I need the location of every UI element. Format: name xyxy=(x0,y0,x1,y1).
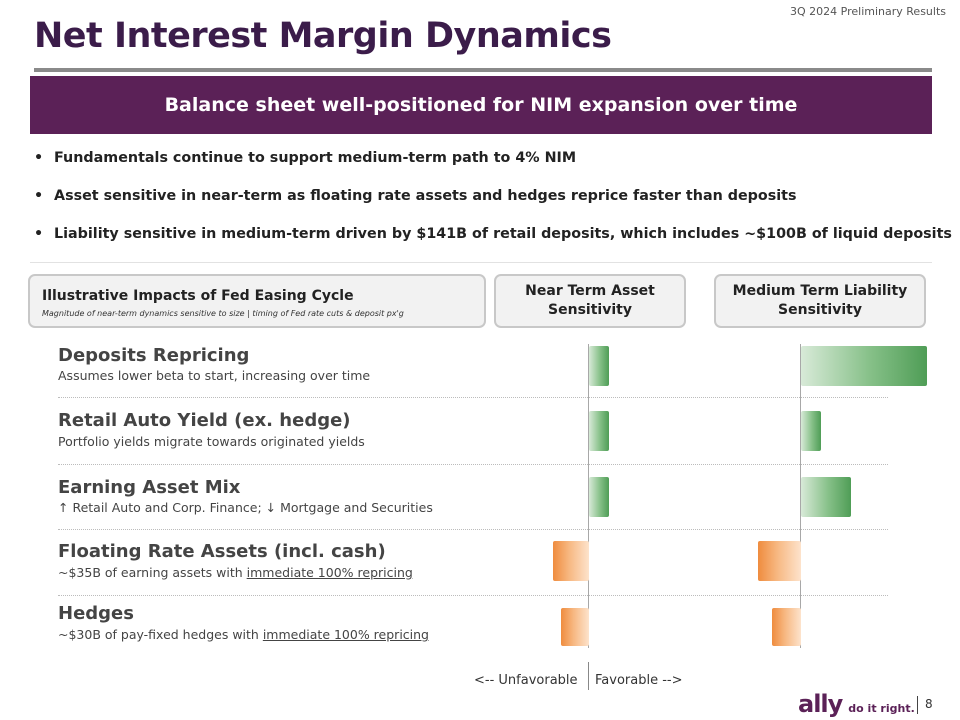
row-title: Hedges xyxy=(58,603,134,624)
bullet-text: Asset sensitive in near-term as floating… xyxy=(54,188,797,204)
row-title: Retail Auto Yield (ex. hedge) xyxy=(58,410,351,431)
medium-term-header-label: Medium Term Liability Sensitivity xyxy=(732,283,908,318)
impacts-header: Illustrative Impacts of Fed Easing Cycle… xyxy=(28,274,486,328)
favorability-divider xyxy=(588,662,589,690)
row-divider xyxy=(58,464,888,465)
brand-slogan: do it right. xyxy=(848,702,915,715)
medium-term-bar-5 xyxy=(772,608,801,646)
medium-term-bar-4 xyxy=(758,541,801,581)
favorable-label: Favorable --> xyxy=(595,673,683,688)
medium-term-bar-1 xyxy=(801,346,927,386)
headline-banner: Balance sheet well-positioned for NIM ex… xyxy=(30,76,932,134)
bullet-item: • Asset sensitive in near-term as floatin… xyxy=(34,188,954,226)
row-description: Assumes lower beta to start, increasing … xyxy=(58,368,371,383)
medium-term-bar-2 xyxy=(801,411,821,451)
row-divider xyxy=(58,529,888,530)
row-divider xyxy=(58,397,888,398)
section-label: 3Q 2024 Preliminary Results xyxy=(790,5,946,18)
near-term-header: Near Term Asset Sensitivity xyxy=(494,274,686,328)
title-divider xyxy=(34,68,932,72)
ally-logo: ally do it right. xyxy=(798,690,915,718)
brand-wordmark: ally xyxy=(798,690,843,718)
page-title: Net Interest Margin Dynamics xyxy=(34,16,612,56)
bullet-dot-icon: • xyxy=(34,188,44,204)
bullet-item: • Liability sensitive in medium-term driv… xyxy=(34,226,954,264)
medium-term-bar-3 xyxy=(801,477,851,517)
near-term-header-label: Near Term Asset Sensitivity xyxy=(525,283,655,318)
row-title: Deposits Repricing xyxy=(58,345,250,366)
bullet-dot-icon: • xyxy=(34,150,44,166)
banner-text: Balance sheet well-positioned for NIM ex… xyxy=(164,94,798,116)
near-term-axis xyxy=(588,344,589,648)
page-number: 8 xyxy=(925,697,933,711)
row-description: ↑ Retail Auto and Corp. Finance; ↓ Mortg… xyxy=(58,500,433,515)
medium-term-axis xyxy=(800,344,801,648)
near-term-bar-1 xyxy=(589,346,609,386)
bullet-dot-icon: • xyxy=(34,226,44,242)
row-title: Floating Rate Assets (incl. cash) xyxy=(58,541,386,562)
near-term-bar-4 xyxy=(553,541,589,581)
row-description: ~$35B of earning assets with immediate 1… xyxy=(58,565,413,580)
bullet-text: Liability sensitive in medium-term drive… xyxy=(54,226,952,242)
bullet-text: Fundamentals continue to support medium-… xyxy=(54,150,577,166)
impacts-title: Illustrative Impacts of Fed Easing Cycle xyxy=(42,288,354,304)
section-divider xyxy=(30,262,932,263)
bullet-list: • Fundamentals continue to support medium… xyxy=(34,150,954,264)
near-term-bar-3 xyxy=(589,477,609,517)
near-term-bar-2 xyxy=(589,411,609,451)
row-description: Portfolio yields migrate towards origina… xyxy=(58,434,365,449)
medium-term-header: Medium Term Liability Sensitivity xyxy=(714,274,926,328)
near-term-bar-5 xyxy=(561,608,589,646)
unfavorable-label: <-- Unfavorable xyxy=(474,673,578,688)
row-divider xyxy=(58,595,888,596)
row-description: ~$30B of pay-fixed hedges with immediate… xyxy=(58,627,429,642)
bullet-item: • Fundamentals continue to support medium… xyxy=(34,150,954,188)
page-number-divider xyxy=(917,696,918,714)
row-title: Earning Asset Mix xyxy=(58,477,241,498)
impacts-subtitle: Magnitude of near-term dynamics sensitiv… xyxy=(42,309,404,318)
